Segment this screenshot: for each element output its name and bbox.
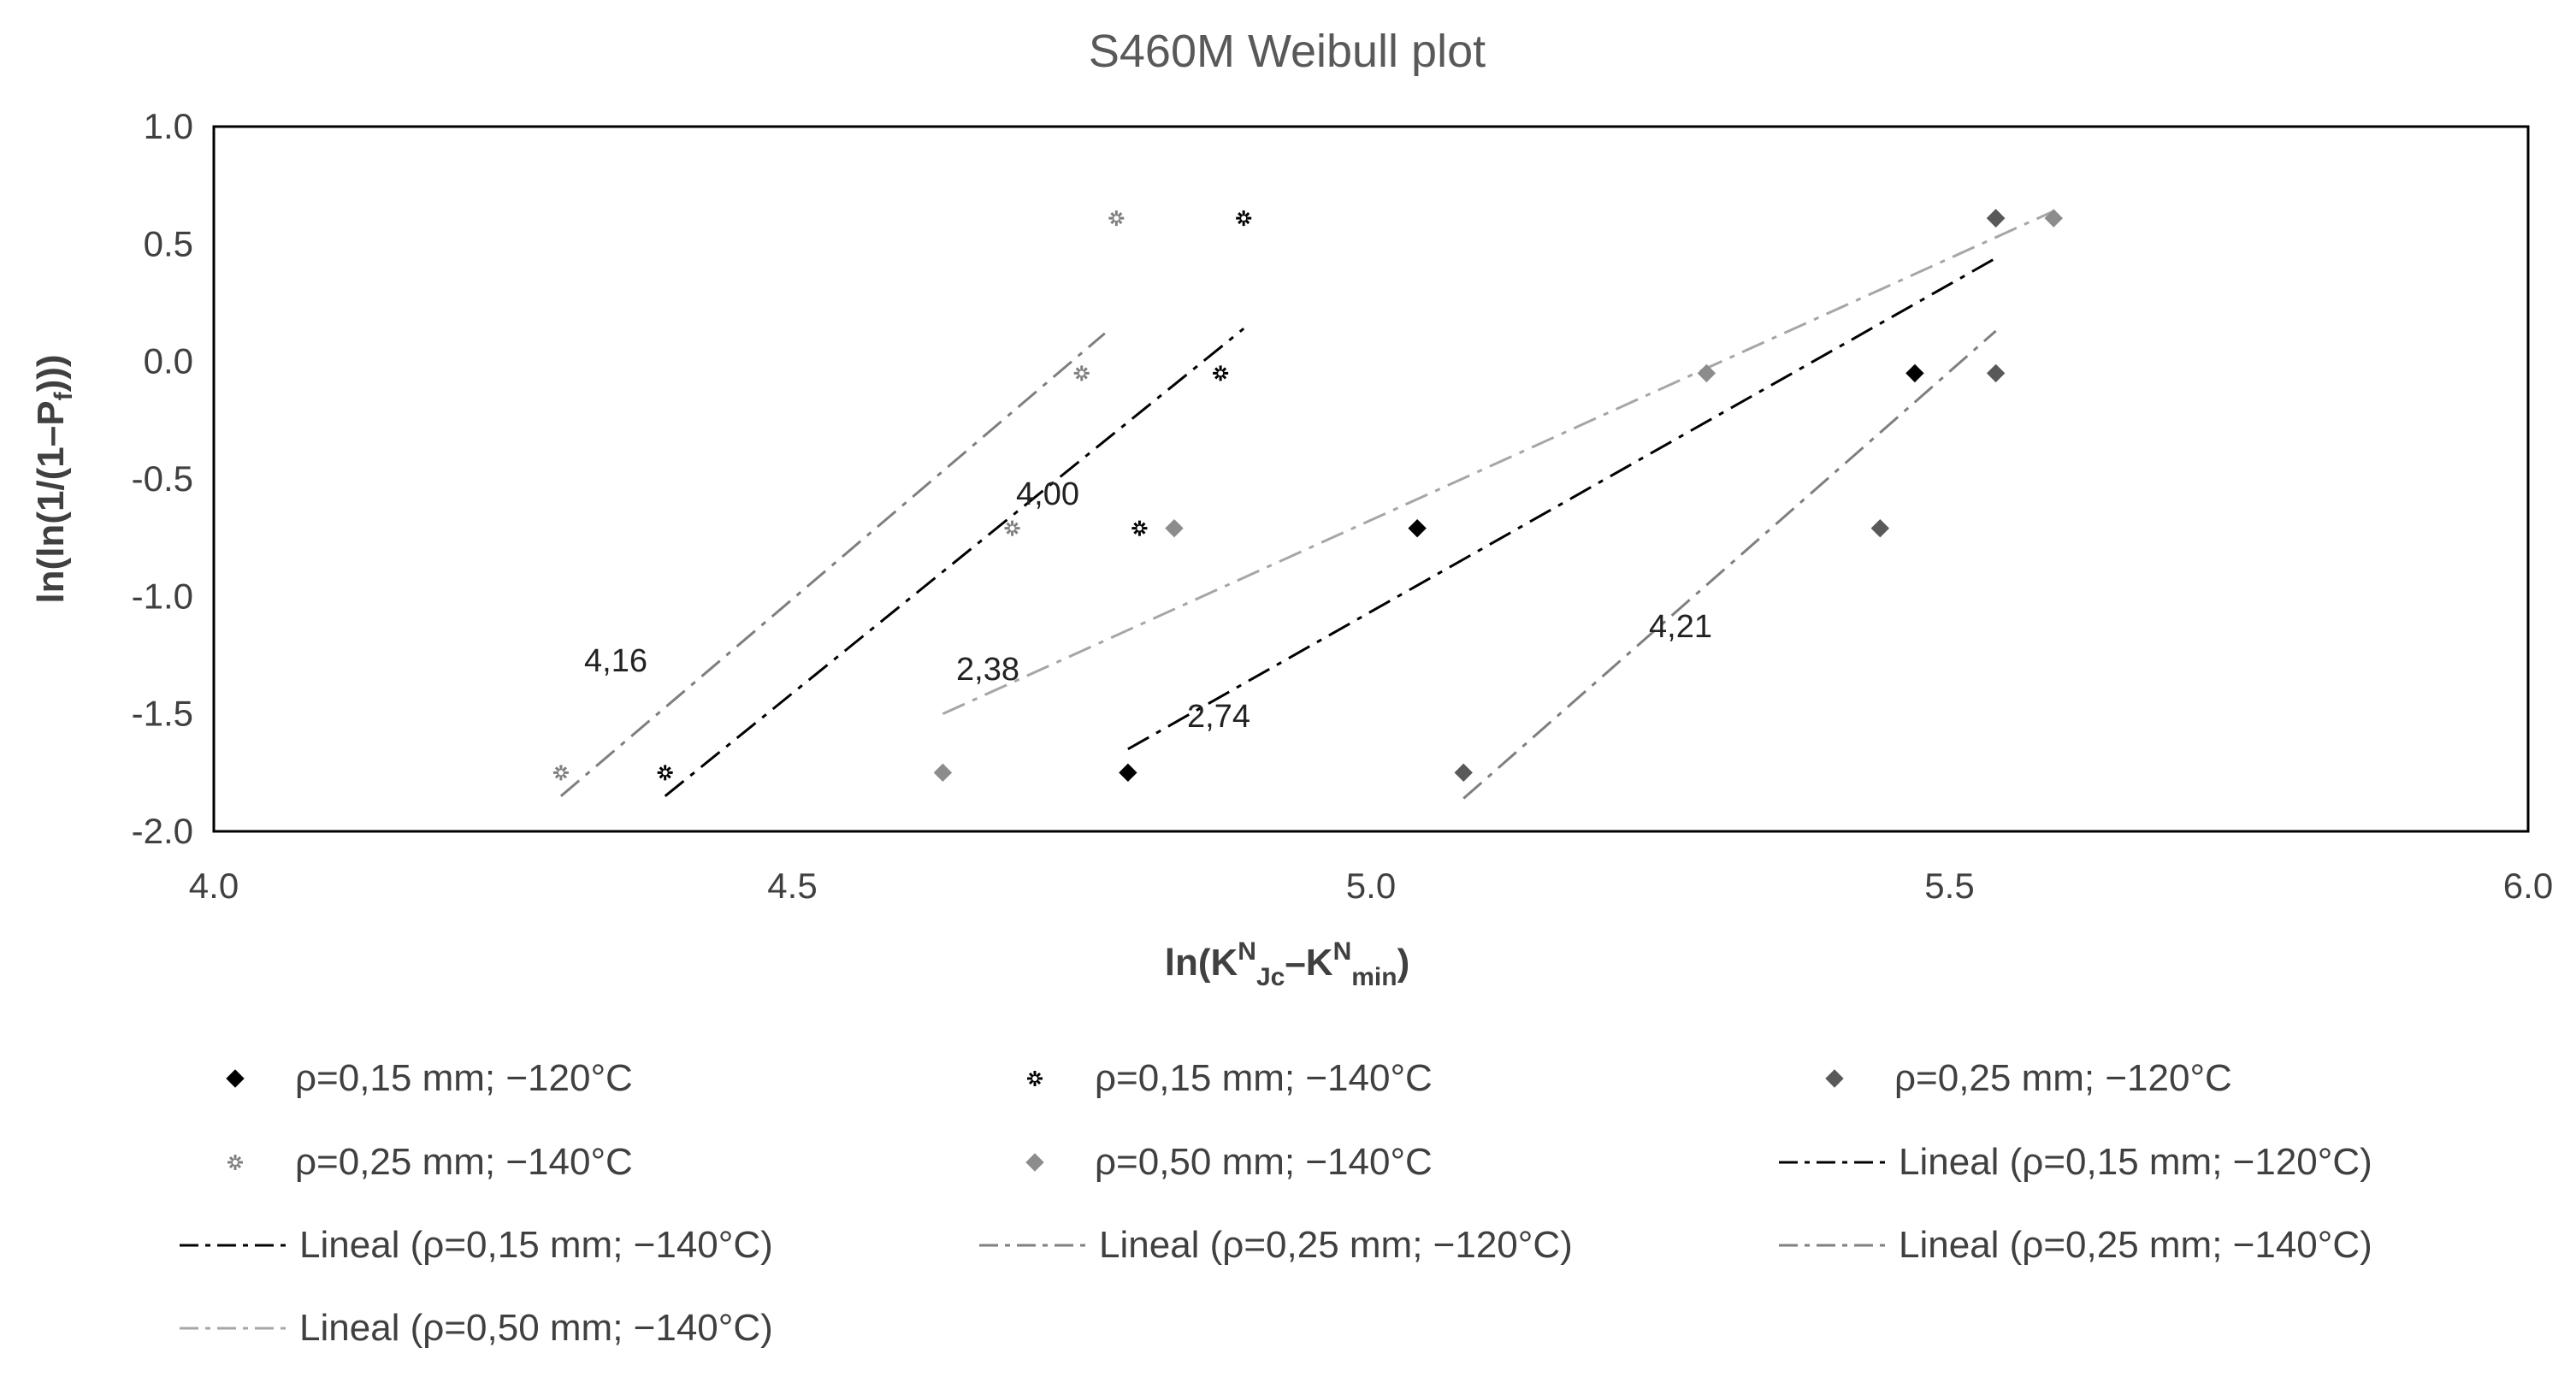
data-point	[1108, 210, 1125, 227]
data-point	[2044, 209, 2063, 228]
y-axis-ticks: 1.0 0.5 0.0 -0.5 -1.0 -1.5 -2.0	[132, 106, 193, 851]
data-point	[657, 765, 673, 781]
legend-label: ρ=0,25 mm; −120°C	[1894, 1057, 2232, 1099]
legend-swatch	[1025, 1153, 1044, 1172]
legend-label: Lineal (ρ=0,50 mm; −140°C)	[299, 1307, 773, 1349]
data-point	[1986, 209, 2006, 228]
data-point	[1073, 365, 1090, 381]
trendline	[942, 210, 2054, 716]
x-tick-label: 4.0	[189, 866, 239, 906]
slope-label: 2,38	[956, 652, 1019, 688]
trendline	[664, 328, 1245, 797]
legend-item: ρ=0,15 mm; −140°C	[1027, 1057, 1433, 1099]
y-tick-label: 0.0	[144, 341, 193, 381]
legend-item: ρ=0,50 mm; −140°C	[1025, 1141, 1433, 1183]
y-tick-label: 0.5	[144, 223, 193, 263]
data-point	[1454, 763, 1473, 783]
data-point	[1905, 364, 1924, 383]
y-tick-label: -1.5	[132, 694, 193, 734]
y-axis-label: ln(ln(1/(1–Pf)))	[30, 354, 78, 603]
trendlines	[559, 210, 2054, 800]
legend-item: Lineal (ρ=0,50 mm; −140°C)	[180, 1307, 773, 1349]
legend-swatch	[1825, 1069, 1844, 1088]
legend-label: ρ=0,15 mm; −140°C	[1095, 1057, 1433, 1099]
legend-swatch	[226, 1069, 245, 1088]
data-point	[1131, 520, 1148, 536]
legend-swatch	[1027, 1071, 1043, 1086]
slope-annotations: 2,74 4,00 4,21 4,16 2,38	[584, 476, 1712, 735]
legend-label: Lineal (ρ=0,15 mm; −120°C)	[1899, 1141, 2372, 1183]
data-point	[1986, 364, 2006, 383]
data-point	[1697, 364, 1716, 383]
y-tick-label: -1.0	[132, 576, 193, 616]
y-tick-label: -2.0	[132, 811, 193, 851]
data-point	[1165, 518, 1184, 538]
legend-item: Lineal (ρ=0,15 mm; −140°C)	[180, 1224, 773, 1266]
slope-label: 4,00	[1016, 476, 1079, 512]
slope-label: 2,74	[1187, 699, 1250, 735]
data-points	[552, 209, 2063, 783]
slope-label: 4,16	[584, 643, 647, 679]
data-point	[933, 763, 953, 783]
data-point	[1119, 763, 1137, 783]
legend-item: Lineal (ρ=0,15 mm; −120°C)	[1779, 1141, 2372, 1183]
legend-item: ρ=0,25 mm; −140°C	[227, 1141, 633, 1183]
data-point	[1408, 518, 1427, 538]
legend-label: Lineal (ρ=0,15 mm; −140°C)	[299, 1224, 773, 1266]
x-axis-ticks: 4.0 4.5 5.0 5.5 6.0	[189, 866, 2553, 906]
legend-item: Lineal (ρ=0,25 mm; −120°C)	[979, 1224, 1573, 1266]
legend: ρ=0,15 mm; −120°C ρ=0,15 mm; −140°C ρ=0,25…	[180, 1057, 2372, 1349]
legend-label: ρ=0,15 mm; −120°C	[295, 1057, 633, 1099]
legend-item: ρ=0,15 mm; −120°C	[226, 1057, 633, 1099]
x-tick-label: 5.5	[1924, 866, 1974, 906]
data-point	[552, 765, 569, 781]
data-point	[1236, 210, 1252, 227]
chart-title: S460M Weibull plot	[1089, 26, 1486, 77]
y-tick-label: 1.0	[144, 106, 193, 146]
y-tick-label: -0.5	[132, 458, 193, 499]
legend-swatch	[227, 1155, 243, 1170]
legend-item: ρ=0,25 mm; −120°C	[1825, 1057, 2232, 1099]
data-point	[1213, 365, 1229, 381]
data-point	[1004, 520, 1020, 536]
trendline	[1127, 257, 1997, 751]
legend-label: Lineal (ρ=0,25 mm; −140°C)	[1899, 1224, 2372, 1266]
trendline	[559, 332, 1106, 797]
x-tick-label: 5.0	[1346, 866, 1396, 906]
x-tick-label: 6.0	[2503, 866, 2553, 906]
x-tick-label: 4.5	[767, 866, 817, 906]
trendline	[1462, 329, 1997, 800]
plot-area	[212, 125, 2530, 833]
legend-item: Lineal (ρ=0,25 mm; −140°C)	[1779, 1224, 2372, 1266]
legend-label: ρ=0,25 mm; −140°C	[295, 1141, 633, 1183]
legend-label: ρ=0,50 mm; −140°C	[1095, 1141, 1433, 1183]
slope-label: 4,21	[1649, 609, 1712, 645]
data-point	[1870, 518, 1890, 538]
x-axis-label: ln(KNJc–KNmin)	[1165, 937, 1410, 991]
legend-label: Lineal (ρ=0,25 mm; −120°C)	[1099, 1224, 1573, 1266]
